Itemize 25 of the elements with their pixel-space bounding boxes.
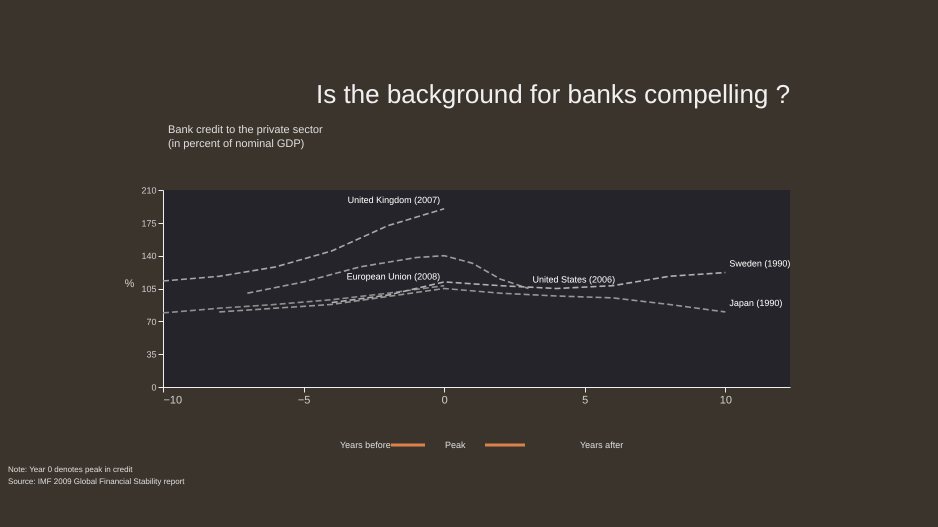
y-tick-label: 140 xyxy=(141,251,156,262)
x-tick-label: 10 xyxy=(720,394,732,406)
y-tick-label: 210 xyxy=(141,186,156,196)
chart-subtitle: Bank credit to the private sector (in percent of nominal GDP) xyxy=(168,124,324,150)
series-label: United States (2006) xyxy=(532,274,616,284)
text: Peak xyxy=(445,440,466,450)
x-tick-label: 5 xyxy=(582,394,588,406)
series-label: United Kingdom (2007) xyxy=(348,194,440,205)
text: Note: Year 0 denotes peak in credit xyxy=(8,465,134,474)
text: Years before xyxy=(340,440,391,450)
y-tick-label: 0 xyxy=(151,382,156,392)
source-note: Source: IMF 2009 Global Financial Stability report xyxy=(8,477,186,486)
x-tick-label: −10 xyxy=(164,394,182,406)
chart-title: Is the background for banks compelling ? xyxy=(316,79,790,109)
y-axis-title: % xyxy=(124,278,135,290)
y-tick-label: 105 xyxy=(141,284,156,294)
text: Years after xyxy=(580,440,624,450)
x-tick-label: −5 xyxy=(298,394,310,406)
series-label: Sweden (1990) xyxy=(729,258,790,269)
y-tick-label: 35 xyxy=(146,350,156,360)
series-label: Japan (1990) xyxy=(729,298,782,308)
y-tick-label: 70 xyxy=(146,316,156,327)
y-tick-label: 175 xyxy=(141,218,156,228)
series-label: European Union (2008) xyxy=(346,272,440,282)
x-tick-label: 0 xyxy=(442,394,448,406)
